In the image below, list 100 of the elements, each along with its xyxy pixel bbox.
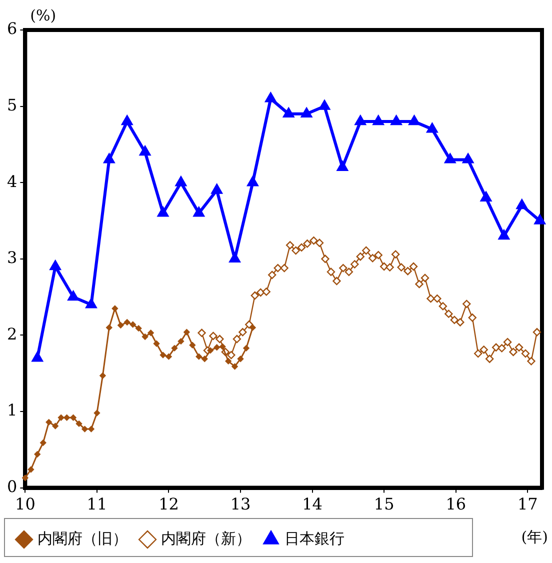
point [474,349,482,358]
point [480,346,488,354]
x-tick-label: 10 [15,494,36,514]
point [498,344,506,352]
point [336,160,348,171]
point [135,325,142,332]
point [139,145,151,156]
point [209,332,218,340]
point [85,298,98,308]
x-tick-label: 16 [446,494,466,514]
point [486,354,494,363]
point [227,350,236,360]
point [274,264,282,272]
point [534,214,546,224]
point [76,420,82,427]
point [321,254,330,263]
point [456,318,464,326]
y-tick-label: 2 [6,324,18,344]
point [175,176,187,186]
point [390,114,402,126]
point [211,184,223,194]
point [243,345,250,352]
point [503,338,512,346]
point [250,324,256,331]
point [404,267,412,276]
x-axis-title: (年) [521,528,548,546]
point [46,419,52,426]
point [268,270,276,280]
point [426,122,438,133]
point [372,114,384,126]
point [148,330,154,336]
point [262,288,270,296]
point [232,334,242,344]
point [492,343,500,352]
y-tick-label: 1 [6,400,18,420]
point [157,206,169,217]
point [368,254,377,262]
point [297,243,306,252]
point [386,263,394,272]
point [178,338,184,344]
point [450,316,459,324]
point [225,358,232,364]
point [516,198,528,210]
point [462,153,474,164]
point [50,260,62,270]
point [28,466,34,473]
x-tick-label: 17 [517,494,538,514]
point [130,321,136,328]
point [292,246,300,255]
point [94,410,100,416]
point [118,322,124,328]
point [350,260,359,268]
point [67,290,80,301]
point [250,291,259,300]
point [40,440,46,446]
x-tick-label: 12 [158,494,179,514]
point [532,328,542,336]
point [420,274,430,282]
point [228,252,241,262]
legend-label: 日本銀行 [284,529,344,548]
point [171,345,178,352]
point [444,310,453,318]
point [238,328,247,336]
point [232,363,238,370]
y-axis-title: (%) [30,6,56,24]
legend-label: 内閣府（旧） [38,529,128,548]
point [514,343,524,352]
point [189,342,196,348]
point [88,426,94,432]
point [214,344,220,351]
point [438,302,448,310]
point [166,353,172,360]
point [344,268,354,276]
point [310,236,318,245]
point [286,241,294,250]
point [409,262,418,271]
point [527,357,536,366]
point [264,92,276,102]
y-tick-label: 5 [6,95,18,114]
point [326,268,336,276]
y-tick-label: 4 [6,172,18,191]
point [202,356,208,362]
point [300,107,312,118]
point [397,263,406,272]
point [498,229,510,240]
point [216,334,224,344]
point [462,300,471,308]
point [303,240,312,248]
point [391,250,400,258]
point [22,474,28,481]
point [198,328,206,338]
x-tick-label: 11 [86,494,108,514]
point [315,238,324,247]
point [142,334,148,340]
point [184,329,190,336]
point [160,352,166,358]
point [82,426,88,432]
point [521,349,530,358]
point [193,206,205,217]
point [362,246,370,255]
